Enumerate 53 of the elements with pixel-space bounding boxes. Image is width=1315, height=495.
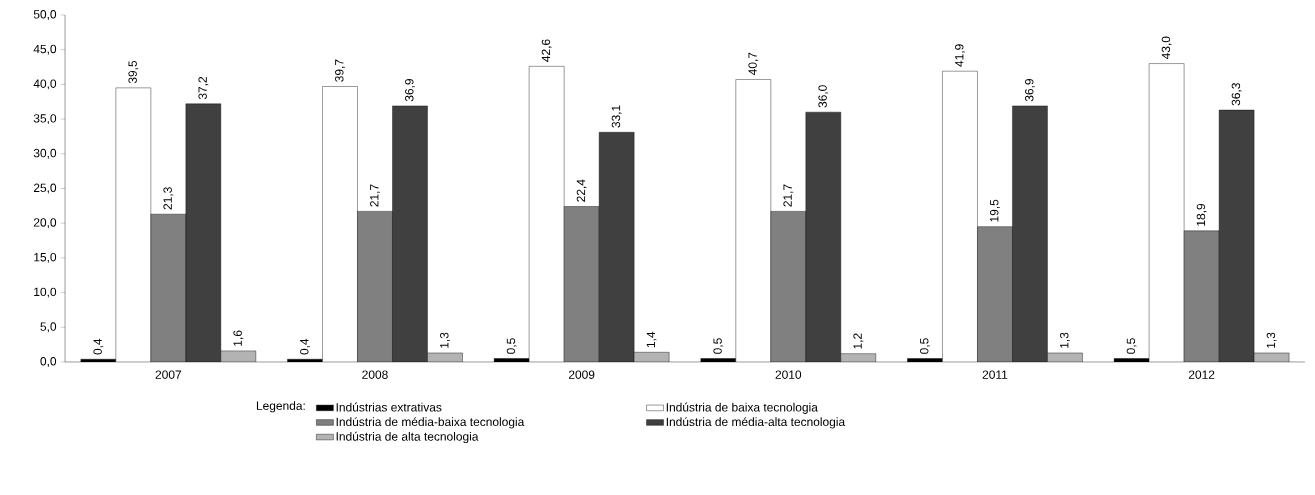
data-label: 42,6 <box>541 39 552 62</box>
data-label: 1,2 <box>853 333 864 349</box>
data-label: 1,6 <box>233 330 244 346</box>
data-label: 0,5 <box>713 338 724 354</box>
legend-label: Indústria de média-alta tecnologia <box>666 417 846 429</box>
y-tick-label: 15,0 <box>34 252 57 263</box>
data-label: 1,3 <box>440 332 450 348</box>
data-label: 40,7 <box>748 52 759 76</box>
x-tick-label: 2007 <box>155 370 182 379</box>
data-label: 22,4 <box>576 179 587 202</box>
data-label: 0,5 <box>920 338 930 354</box>
legend-label: Indústria de alta tecnologia <box>336 431 479 444</box>
data-label: 37,2 <box>198 76 209 100</box>
data-label: 19,5 <box>990 199 1000 222</box>
data-label: 43,0 <box>1161 36 1172 60</box>
data-label: 0,4 <box>93 338 104 355</box>
x-tick-label: 2011 <box>982 370 1008 379</box>
x-tick-label: 2008 <box>362 370 388 379</box>
data-label: 41,9 <box>955 44 965 67</box>
x-tick-label: 2010 <box>775 370 802 379</box>
data-label: 21,3 <box>163 187 174 210</box>
y-tick-label: 0,0 <box>40 357 57 367</box>
data-label: 18,9 <box>1196 203 1207 226</box>
data-label: 36,0 <box>818 85 829 108</box>
data-label: 36,3 <box>1231 83 1242 106</box>
y-tick-label: 25,0 <box>33 183 57 194</box>
y-tick-label: 45,0 <box>33 44 57 55</box>
x-tick-label: 2012 <box>1188 370 1215 379</box>
data-label: 36,9 <box>405 79 415 102</box>
y-tick-label: 20,0 <box>33 218 57 229</box>
data-label: 0,5 <box>506 338 517 354</box>
data-label: 39,7 <box>335 59 345 82</box>
data-label: 1,3 <box>1266 332 1277 348</box>
data-label: 36,9 <box>1025 79 1035 102</box>
legend-title: Legenda: <box>256 401 305 413</box>
x-tick-label: 2009 <box>568 370 595 379</box>
y-tick-label: 30,0 <box>33 148 57 159</box>
y-tick-label: 50,0 <box>33 10 57 20</box>
y-tick-label: 35,0 <box>33 114 57 125</box>
data-label: 0,4 <box>300 338 310 355</box>
y-tick-label: 10,0 <box>34 287 57 298</box>
data-label: 21,7 <box>370 184 380 207</box>
data-label: 33,1 <box>611 105 622 128</box>
data-label: 1,4 <box>646 331 657 348</box>
legend-label: Indústria de baixa tecnologia <box>666 402 818 414</box>
data-label: 21,7 <box>783 184 794 207</box>
y-tick-label: 40,0 <box>33 79 57 90</box>
data-label: 1,3 <box>1060 332 1070 348</box>
data-label: 39,5 <box>128 60 139 84</box>
legend-label: Indústria de média-baixa tecnologia <box>336 417 525 429</box>
legend-label: Indústrias extrativas <box>336 402 442 412</box>
y-tick-label: 5,0 <box>40 322 57 333</box>
data-label: 0,5 <box>1126 338 1137 354</box>
